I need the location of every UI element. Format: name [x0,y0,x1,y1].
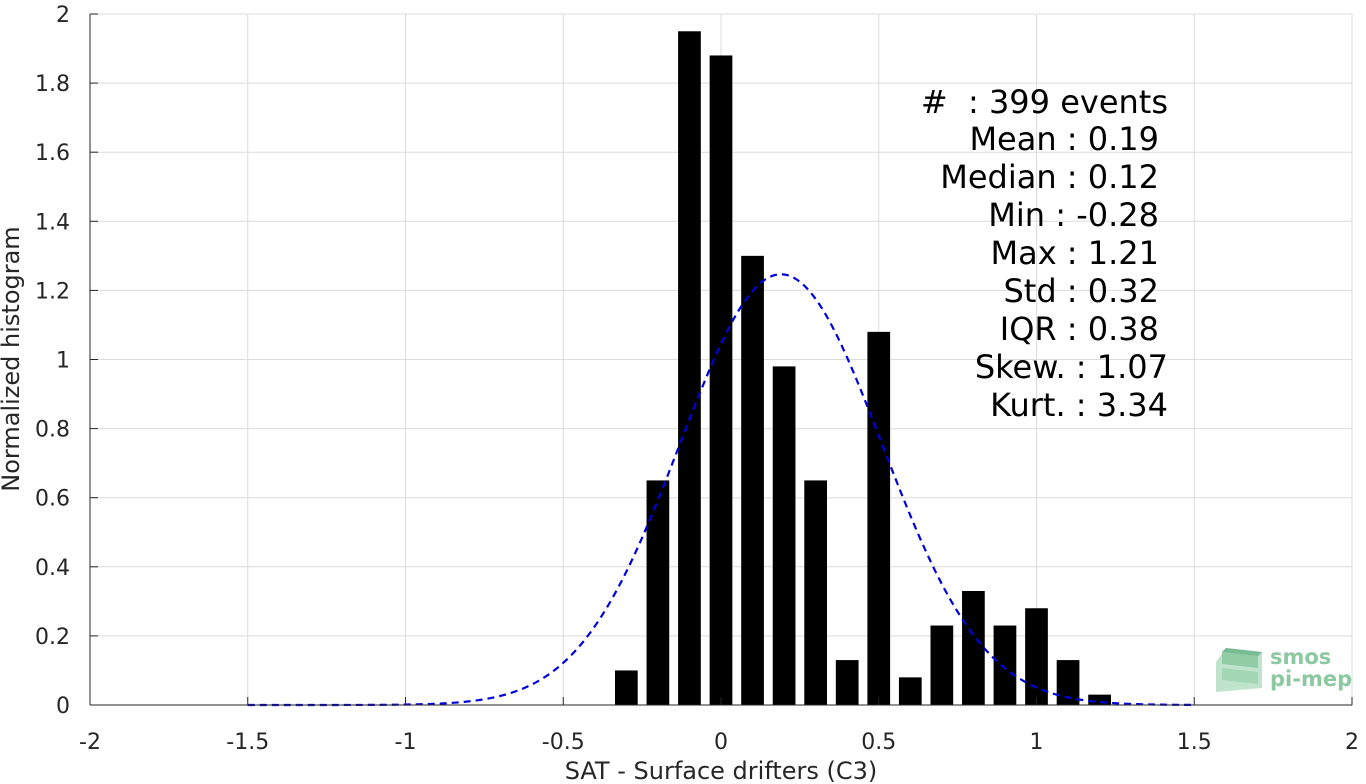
x-tick-label: 1.5 [1177,730,1212,755]
x-tick-label: -2 [79,730,101,755]
stat-min: Min : -0.28 [988,196,1159,234]
x-axis-label: SAT - Surface drifters (C3) [565,757,878,784]
y-tick-label: 0.2 [35,625,70,650]
histogram-bar [614,670,638,705]
x-tick-label: -0.5 [542,730,585,755]
y-tick-label: 1.4 [35,210,70,235]
histogram-bar [678,31,701,705]
y-tick-label: 0 [56,694,70,719]
x-tick-label: -1.5 [226,730,269,755]
histogram-bar [741,255,764,705]
y-tick-label: 2 [56,3,70,28]
stat-max: Max : 1.21 [990,234,1159,272]
histogram-bar [962,590,985,705]
y-tick-label: 1 [56,349,70,374]
y-tick-label: 1.6 [35,141,70,166]
smos-pimep-logo: smos pi-mep [1216,645,1352,692]
x-tick-label: 1 [1030,730,1044,755]
histogram-bar [804,480,828,705]
histogram-bar [1056,660,1080,705]
y-tick-label: 1.8 [35,72,70,97]
y-tick-labels: 0 0.2 0.4 0.6 0.8 1 1.2 1.4 1.6 1.8 2 [35,3,70,719]
stat-kurt: Kurt. : 3.34 [990,386,1168,424]
axes [89,13,1353,706]
stat-count: # : 399 events [921,83,1168,121]
stat-std: Std : 0.32 [1003,272,1159,310]
histogram-bar [709,55,733,705]
stat-iqr: IQR : 0.38 [1000,310,1159,348]
histogram-bar [930,625,954,705]
histogram-bar [1088,694,1111,705]
histogram-bar [867,331,891,705]
x-tick-label: 0 [714,730,728,755]
histogram-bar [772,366,796,705]
histogram-bar [1025,608,1048,705]
histogram-bar [993,625,1017,705]
y-tick-label: 0.4 [35,556,70,581]
x-tick-label: 2 [1345,730,1359,755]
stat-median: Median : 0.12 [940,158,1159,196]
smos-pimep-logo-icon [1216,648,1262,692]
x-tick-label: 0.5 [861,730,896,755]
y-axis-label: Normalized histogram [0,226,25,491]
stats-box: # : 399 events Mean : 0.19 Median : 0.12… [921,83,1168,424]
logo-text-smos: smos [1270,645,1331,669]
y-tick-label: 0.6 [35,487,70,512]
y-tick-label: 1.2 [35,279,70,304]
x-tick-labels: -2 -1.5 -1 -0.5 0 0.5 1 1.5 2 [79,730,1359,755]
stat-skew: Skew. : 1.07 [975,348,1168,386]
stat-mean: Mean : 0.19 [969,120,1159,158]
histogram-bars [614,31,1111,705]
logo-text-pimep: pi-mep [1270,667,1352,691]
y-tick-label: 0.8 [35,418,70,443]
histogram-bar [898,677,922,705]
x-tick-label: -1 [395,730,417,755]
histogram-bar [835,660,859,705]
histogram-bar [646,480,670,705]
